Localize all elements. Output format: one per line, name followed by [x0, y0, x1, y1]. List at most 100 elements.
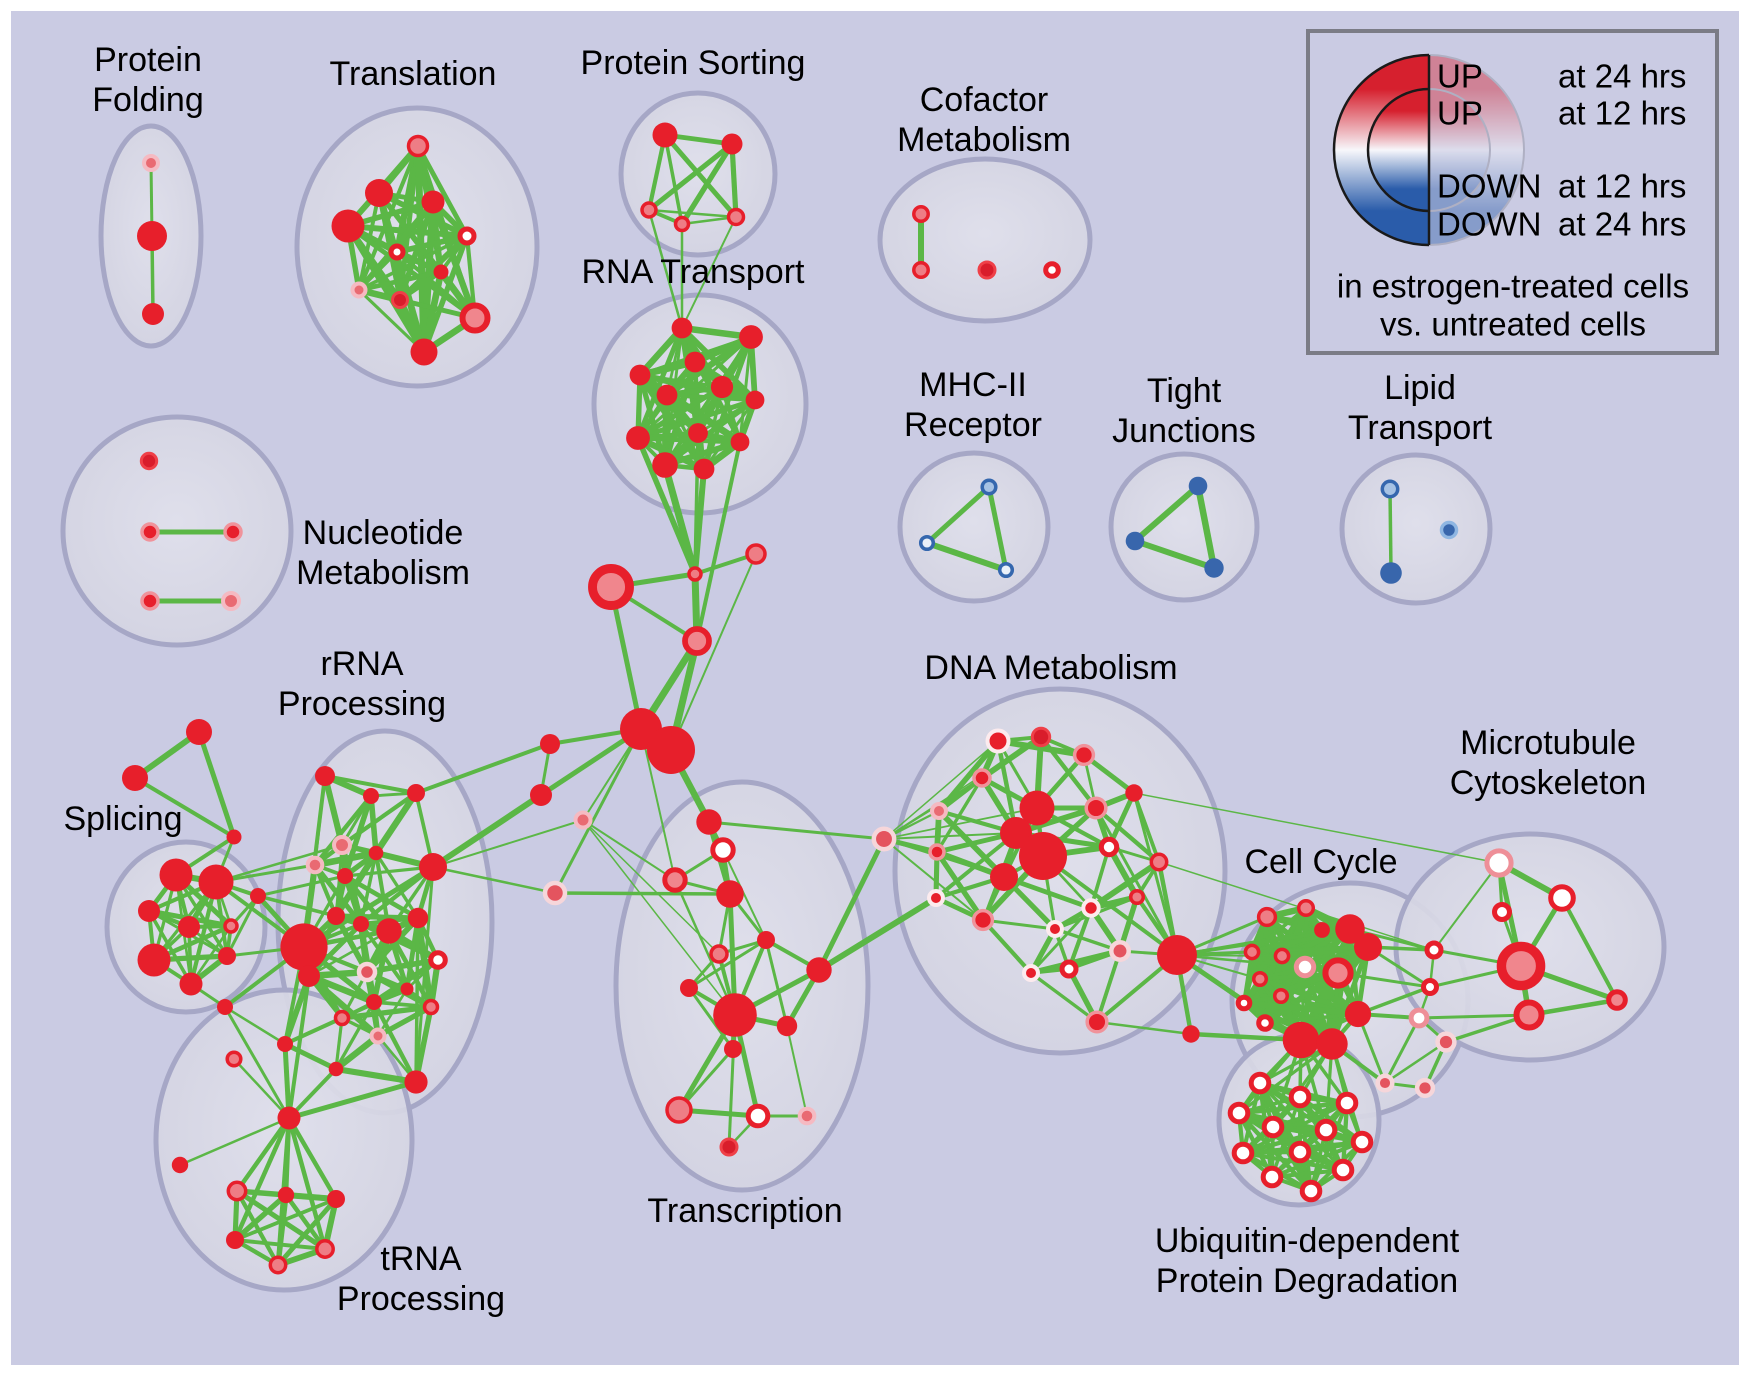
gene-set-node-sp5	[223, 918, 239, 934]
edge-tn3-tn7	[275, 1194, 289, 1266]
gene-set-node-tr1	[406, 134, 430, 158]
edge-mh2-mh3	[926, 540, 1007, 573]
gene-set-node-rr19	[422, 998, 440, 1016]
cluster-label-line: Nucleotide	[303, 514, 464, 552]
cluster-label-line: Protein	[94, 41, 202, 79]
legend-box	[1306, 29, 1719, 355]
legend-wheel-faded-half	[1429, 54, 1525, 246]
gene-set-node-tx4	[716, 880, 744, 908]
gene-set-node-cc6	[1243, 943, 1261, 961]
gene-set-node-tx2	[710, 837, 736, 863]
edge-tx5-tx8	[688, 938, 767, 990]
edge-hb7-rr3	[415, 742, 551, 795]
edge-dm16-dm19	[982, 918, 1056, 931]
gene-set-node-ub3	[1335, 1091, 1359, 1115]
gene-set-node-hb3	[588, 564, 634, 610]
gene-set-node-ub1	[1248, 1071, 1272, 1095]
gene-set-node-spC	[226, 829, 242, 845]
edge-rr24-rr20	[224, 1005, 286, 1046]
gene-set-node-cc9	[1322, 957, 1354, 989]
gene-set-node-ps5	[726, 207, 746, 227]
edge-dm21-dm23	[1030, 971, 1098, 1024]
gene-set-node-dm4	[972, 768, 992, 788]
cluster-label-protein-folding: Protein Folding	[92, 41, 204, 119]
legend-time-label: at 12 hrs	[1558, 95, 1686, 132]
cluster-label-rna-transport: RNA Transport	[582, 253, 806, 291]
gene-set-node-hb2	[745, 543, 767, 565]
edge-dmH-cc8	[1176, 953, 1306, 969]
edge-dm14-dm18	[1003, 874, 1092, 911]
edge-rr10-rrGb	[307, 922, 363, 978]
edge-rt1-rt4	[637, 325, 685, 378]
gene-set-node-rr9	[327, 907, 345, 925]
gene-set-node-nc5	[221, 591, 241, 611]
edge-dm2-dm4	[980, 734, 1043, 781]
edge-dm24-ccG1	[1190, 1031, 1302, 1043]
gene-set-node-tr8	[350, 281, 368, 299]
gene-set-node-dm5	[930, 802, 948, 820]
edge-tj2-tj3	[1134, 538, 1215, 571]
edge-hb3-hb5	[608, 586, 644, 730]
edge-ps1-ps3	[646, 134, 668, 211]
edge-mh1-mh3	[986, 486, 1009, 571]
cluster-label-transcription: Transcription	[647, 1192, 842, 1230]
gene-set-node-mt3	[1492, 902, 1512, 922]
cluster-label-line: Ubiquitin-dependent	[1155, 1222, 1460, 1260]
edge-bg1-dm16	[883, 838, 984, 921]
cluster-label-line: Transport	[1348, 409, 1493, 447]
gene-set-node-rr21	[328, 1061, 344, 1077]
edge-txL-rr8	[432, 865, 556, 895]
edge-tnH-rr24	[223, 1006, 291, 1119]
gene-set-node-ub9	[1288, 1140, 1312, 1164]
edge-tx6-bg1	[816, 837, 887, 972]
gene-set-node-rt7	[745, 390, 765, 410]
edge-sp2-rr4	[215, 843, 343, 884]
gene-set-node-tx11	[665, 1096, 693, 1124]
gene-set-node-cc8	[1293, 955, 1317, 979]
cluster-label-dna-metabolism: DNA Metabolism	[924, 649, 1177, 687]
edge-tn3-tn5	[233, 1192, 288, 1243]
gene-set-node-lp3	[1439, 520, 1459, 540]
gene-set-node-rr10	[353, 916, 369, 932]
gene-set-node-cc3	[1314, 922, 1330, 938]
gene-set-node-tr7	[433, 264, 449, 280]
cluster-label-line: DNA Metabolism	[924, 649, 1177, 687]
legend-direction-label: UP	[1437, 58, 1483, 95]
gene-set-node-tr5	[457, 226, 477, 246]
gene-set-node-rr8	[419, 853, 447, 881]
gene-set-node-rrG	[280, 923, 328, 971]
edge-hb2-hb6	[670, 553, 757, 751]
gene-set-node-rt1	[671, 317, 693, 339]
edge-tnH-rr20	[282, 1043, 292, 1119]
gene-set-node-nc4	[140, 591, 160, 611]
gene-set-node-ps2	[721, 133, 743, 155]
edge-rr22-rr12	[414, 917, 420, 1083]
edge-tnH-tn2	[235, 1116, 291, 1193]
gene-set-node-rr12	[407, 907, 429, 929]
cluster-label-line: Metabolism	[296, 554, 470, 592]
edge-rr17-rr20	[284, 1016, 343, 1046]
cluster-ellipse-trna-processing	[153, 987, 415, 1293]
gene-set-node-hb7	[540, 734, 560, 754]
cluster-label-tight-junctions: Tight Junctions	[1112, 372, 1256, 450]
legend-time-label: at 24 hrs	[1558, 58, 1686, 95]
cluster-label-microtubule-cytoskeleton: Microtubule Cytoskeleton	[1450, 724, 1647, 802]
gene-set-node-rt5	[656, 384, 678, 406]
gene-set-node-tx3	[662, 867, 688, 893]
edge-lp1-lp2	[1388, 488, 1393, 574]
edge-dm19-dm20	[1054, 927, 1121, 953]
edge-tn3-tn6	[284, 1193, 327, 1251]
gene-set-node-rt12	[693, 458, 715, 480]
edge-rt9-rt10	[637, 435, 741, 445]
edge-tnH-rrGb	[287, 975, 311, 1119]
edge-rt8-hb1	[693, 432, 700, 575]
gene-set-node-nc1	[139, 451, 159, 471]
legend-direction-label: DOWN	[1437, 206, 1541, 243]
gene-set-node-dm1	[985, 728, 1011, 754]
gene-set-node-tn4	[327, 1190, 345, 1208]
node-layer	[122, 122, 1628, 1275]
gene-set-node-tj1	[1188, 476, 1208, 496]
gene-set-node-dm11	[1125, 784, 1143, 802]
gene-set-node-tj3	[1204, 558, 1224, 578]
cluster-label-nucleotide-metabolism: Nucleotide Metabolism	[296, 514, 470, 592]
